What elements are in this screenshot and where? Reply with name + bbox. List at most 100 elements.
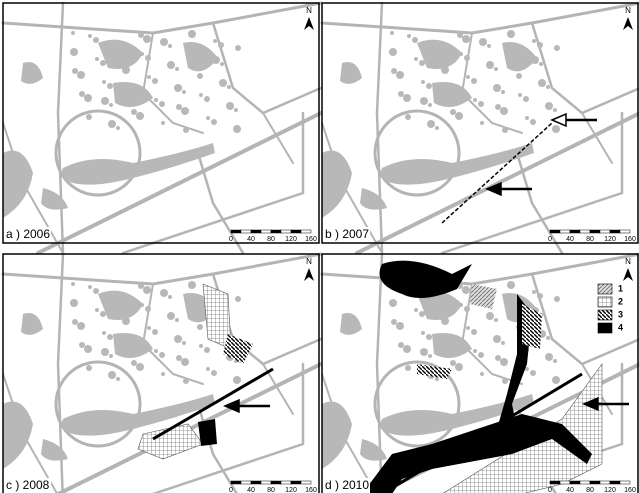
scale-label: 40: [247, 487, 255, 493]
land-dot: [188, 281, 196, 289]
scale-segment: [281, 230, 291, 233]
land-dot: [471, 78, 477, 84]
land-dot: [204, 347, 210, 353]
land-dot: [147, 326, 151, 330]
scale-label: 40: [566, 487, 574, 493]
land-dot: [199, 344, 203, 348]
land-dot: [131, 360, 137, 366]
land-dot: [195, 304, 203, 312]
panel-label: c ) 2008: [6, 478, 50, 492]
scale-segment: [570, 481, 580, 484]
scale-segment: [610, 481, 620, 484]
land-dot: [182, 90, 186, 94]
scale-segment: [590, 230, 600, 233]
land-dot: [552, 376, 560, 384]
scale-segment: [261, 230, 271, 233]
land-dot: [487, 44, 491, 48]
land-dot: [480, 372, 484, 376]
land-dot: [115, 294, 123, 302]
land-dot: [486, 61, 494, 69]
land-dot: [403, 345, 411, 353]
scale-label: 160: [305, 236, 317, 243]
scale-segment: [580, 481, 590, 484]
land-dot: [176, 104, 182, 110]
land-dot: [152, 329, 158, 335]
land-dot: [154, 98, 158, 102]
land-dot: [86, 114, 92, 120]
scale-segment: [301, 481, 311, 484]
land-dot: [420, 97, 428, 105]
legend-swatch: [598, 284, 612, 294]
legend-swatch: [598, 323, 612, 333]
panel-label: b ) 2007: [325, 227, 369, 241]
land-dot: [72, 68, 78, 74]
land-dot: [95, 308, 99, 312]
scale-label: 80: [586, 236, 594, 243]
land-dot: [427, 120, 435, 128]
land-dot: [502, 378, 508, 384]
land-dot: [136, 363, 144, 371]
scale-segment: [600, 481, 610, 484]
scale-segment: [231, 481, 241, 484]
legend-label: 4: [618, 322, 623, 332]
land-dot: [233, 376, 241, 384]
land-dot: [464, 306, 470, 312]
land-dot: [218, 42, 224, 48]
land-dot: [102, 331, 106, 335]
land-dot: [518, 93, 522, 97]
scale-label: 0: [548, 236, 552, 243]
land-dot: [167, 312, 175, 320]
land-dot: [494, 318, 498, 322]
land-dot: [102, 80, 106, 84]
land-dot: [509, 50, 515, 56]
land-dot: [501, 90, 505, 94]
land-dot: [123, 49, 127, 53]
land-dot: [455, 363, 463, 371]
scale-segment: [241, 230, 251, 233]
land-dot: [206, 367, 210, 371]
land-dot: [441, 317, 449, 325]
land-dot: [525, 116, 529, 120]
land-dot: [147, 75, 151, 79]
land-dot: [553, 108, 557, 112]
land-dot: [412, 37, 418, 43]
land-dot: [464, 55, 470, 61]
land-dot: [500, 358, 508, 366]
land-dot: [77, 71, 85, 79]
land-dot: [389, 299, 397, 307]
land-dot: [493, 84, 501, 92]
north-label: N: [625, 6, 631, 15]
figure: N04080120160a ) 2006N04080120160b ) 2007…: [0, 0, 639, 493]
land-dot: [537, 293, 543, 299]
land-dot: [414, 308, 418, 312]
land-dot: [122, 66, 130, 74]
land-dot: [93, 37, 99, 43]
land-dot: [428, 354, 432, 358]
land-dot: [160, 38, 168, 46]
land-dot: [116, 377, 120, 381]
land-dot: [546, 336, 550, 340]
scale-segment: [610, 230, 620, 233]
scale-label: 160: [305, 487, 317, 493]
land-dot: [174, 335, 182, 343]
land-dot: [554, 296, 560, 302]
legend-swatch: [598, 310, 612, 320]
land-dot: [414, 57, 418, 61]
scale-segment: [251, 481, 261, 484]
land-dot: [138, 283, 144, 289]
land-dot: [220, 62, 224, 66]
land-dot: [206, 116, 210, 120]
land-dot: [495, 355, 501, 361]
land-dot: [168, 295, 172, 299]
scale-label: 40: [247, 236, 255, 243]
land-dot: [500, 107, 508, 115]
land-dot: [168, 44, 172, 48]
land-dot: [443, 337, 449, 343]
land-dot: [109, 354, 113, 358]
north-label: N: [625, 257, 631, 266]
land-dot: [420, 348, 428, 356]
land-dot: [71, 282, 75, 286]
land-dot: [495, 104, 501, 110]
land-dot: [212, 56, 220, 64]
